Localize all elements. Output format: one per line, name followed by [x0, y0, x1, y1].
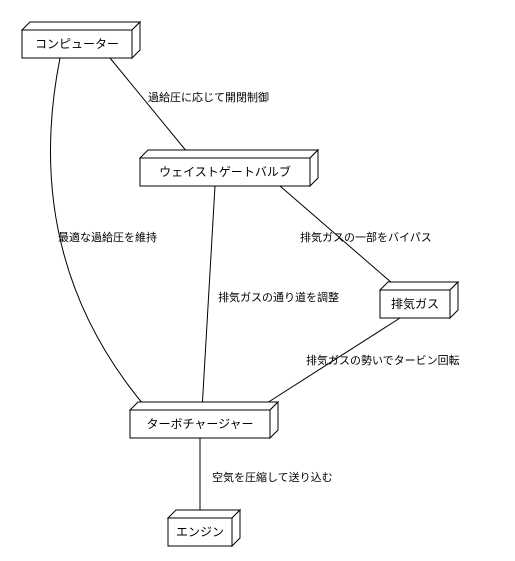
edge-label: 排気ガスの通り道を調整	[218, 290, 339, 304]
node-label: エンジン	[176, 525, 224, 539]
node-top-face	[130, 402, 278, 410]
node-top-face	[140, 150, 318, 158]
edge-label: 空気を圧縮して送り込む	[212, 470, 333, 484]
node-engine: エンジン	[168, 510, 240, 546]
edge-e-comp-waste: 過給圧に応じて開閉制御	[110, 58, 269, 158]
node-top-face	[380, 282, 458, 290]
edge-label: 排気ガスの勢いでタービン回転	[306, 353, 460, 367]
node-wastegate: ウェイストゲートバルブ	[140, 150, 318, 186]
node-turbo: ターボチャージャー	[130, 402, 278, 438]
edge-e-exhaust-turbo: 排気ガスの勢いでタービン回転	[256, 318, 460, 410]
edge-label: 排気ガスの一部をバイパス	[300, 230, 432, 244]
node-label: ターボチャージャー	[146, 417, 253, 431]
edge-line	[202, 186, 215, 410]
edge-label: 最適な過給圧を維持	[58, 230, 157, 244]
node-label: ウェイストゲートバルブ	[159, 164, 291, 179]
edge-e-comp-turbo: 最適な過給圧を維持	[50, 58, 157, 410]
node-exhaust: 排気ガス	[380, 282, 458, 318]
edge-line	[110, 58, 192, 158]
node-top-face	[168, 510, 240, 518]
flowchart-canvas: 過給圧に応じて開閉制御排気ガスの一部をバイパス排気ガスの勢いでタービン回転 排気ガ…	[0, 0, 515, 561]
node-label: コンピューター	[35, 37, 119, 51]
edge-label: 過給圧に応じて開閉制御	[148, 90, 269, 104]
edge-e-turbo-engine: 空気を圧縮して送り込む	[200, 438, 333, 518]
node-label: 排気ガス	[391, 296, 439, 311]
node-computer: コンピューター	[22, 22, 140, 58]
node-top-face	[22, 22, 140, 30]
edge-e-waste-exhaust: 排気ガスの一部をバイパス	[280, 186, 432, 290]
